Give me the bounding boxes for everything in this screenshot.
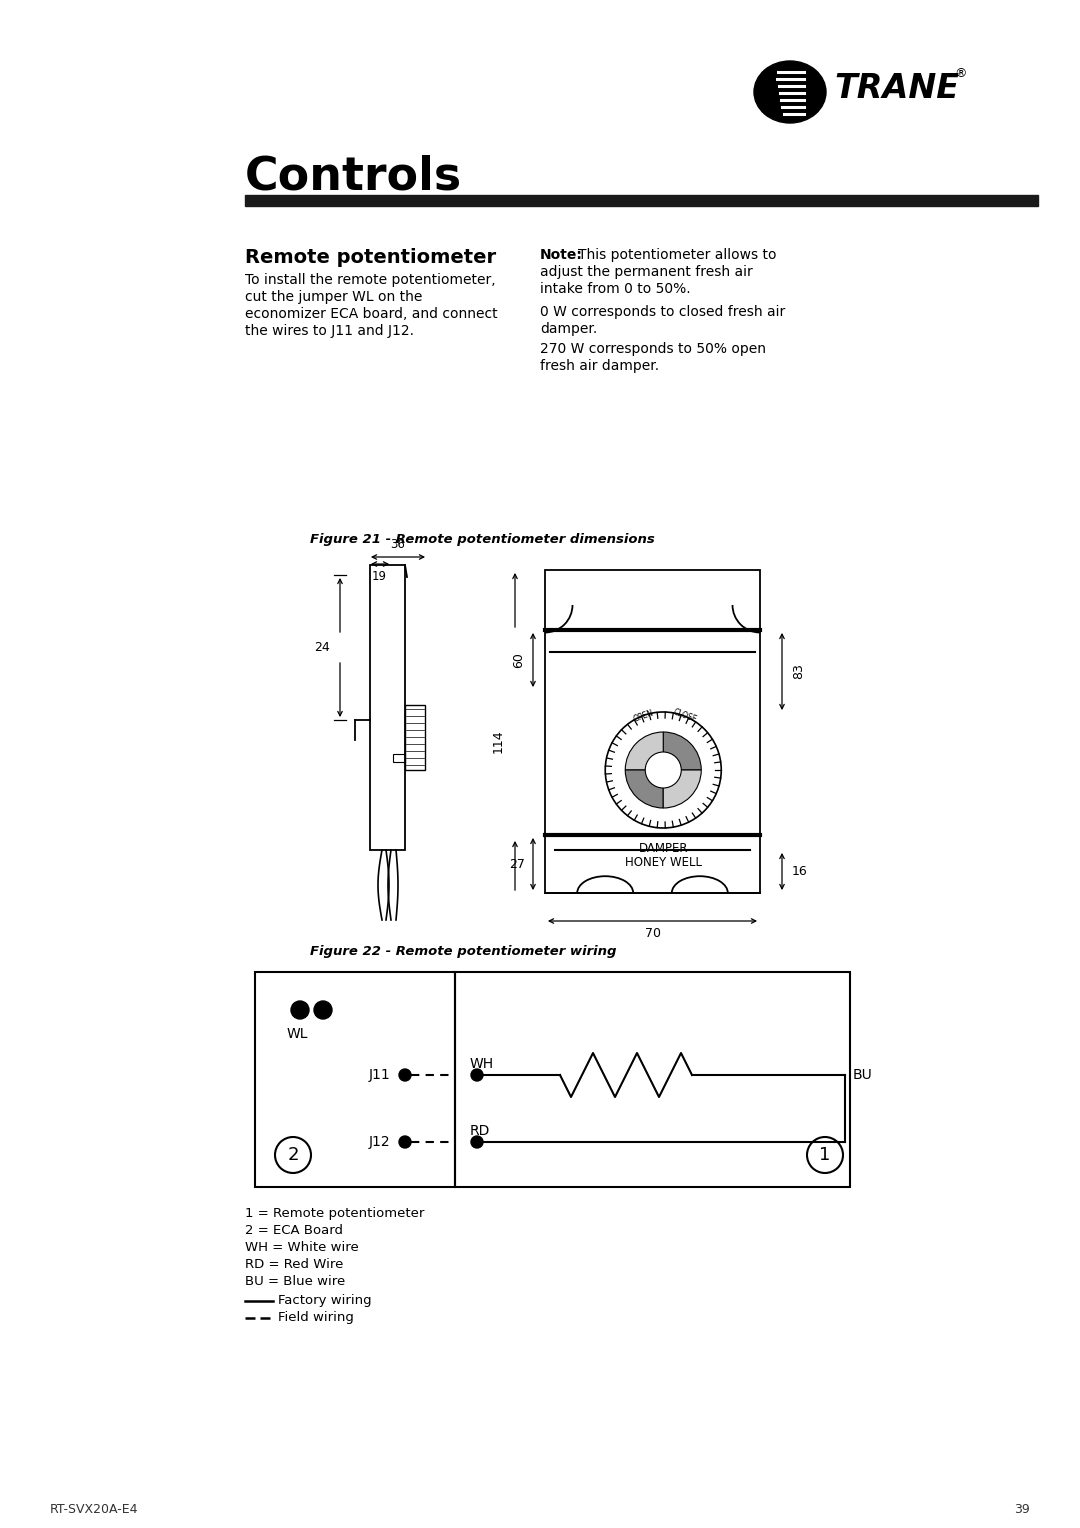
Text: 27: 27 <box>509 857 525 871</box>
Circle shape <box>314 1001 332 1019</box>
Text: RT-SVX20A-E4: RT-SVX20A-E4 <box>50 1504 138 1516</box>
Text: To install the remote potentiometer,: To install the remote potentiometer, <box>245 274 496 287</box>
Text: 270 W corresponds to 50% open: 270 W corresponds to 50% open <box>540 342 766 356</box>
Text: 114: 114 <box>492 730 505 753</box>
Text: DAMPER: DAMPER <box>638 842 688 856</box>
Wedge shape <box>625 732 663 770</box>
Text: cut the jumper WL on the: cut the jumper WL on the <box>245 290 422 304</box>
Ellipse shape <box>754 61 826 122</box>
Text: 24: 24 <box>314 642 330 654</box>
Text: BU = Blue wire: BU = Blue wire <box>245 1274 346 1288</box>
Text: 2: 2 <box>287 1146 299 1164</box>
Text: Figure 21 - Remote potentiometer dimensions: Figure 21 - Remote potentiometer dimensi… <box>310 533 654 545</box>
Circle shape <box>471 1135 483 1148</box>
Text: Figure 22 - Remote potentiometer wiring: Figure 22 - Remote potentiometer wiring <box>310 944 617 958</box>
Bar <box>255 972 455 1187</box>
Text: 1: 1 <box>820 1146 831 1164</box>
Text: OPEN: OPEN <box>632 707 654 724</box>
Text: RD = Red Wire: RD = Red Wire <box>245 1258 343 1271</box>
Text: economizer ECA board, and connect: economizer ECA board, and connect <box>245 307 498 321</box>
Text: fresh air damper.: fresh air damper. <box>540 359 659 373</box>
Text: 2 = ECA Board: 2 = ECA Board <box>245 1224 343 1238</box>
Text: This potentiometer allows to: This potentiometer allows to <box>578 248 777 261</box>
Text: RD: RD <box>470 1125 490 1138</box>
Bar <box>370 565 405 850</box>
Text: WH: WH <box>470 1057 495 1071</box>
Text: Field wiring: Field wiring <box>278 1311 354 1323</box>
Bar <box>455 972 850 1187</box>
Text: Controls: Controls <box>245 154 462 200</box>
Text: adjust the permanent fresh air: adjust the permanent fresh air <box>540 264 753 280</box>
Bar <box>245 196 1038 206</box>
Text: 16: 16 <box>792 865 808 879</box>
Circle shape <box>291 1001 309 1019</box>
Text: 1 = Remote potentiometer: 1 = Remote potentiometer <box>245 1207 424 1219</box>
Text: the wires to J11 and J12.: the wires to J11 and J12. <box>245 324 414 338</box>
Wedge shape <box>625 770 663 808</box>
Text: damper.: damper. <box>540 322 597 336</box>
Circle shape <box>399 1070 411 1080</box>
Text: J12: J12 <box>368 1135 390 1149</box>
Text: 83: 83 <box>792 663 805 680</box>
Text: 60: 60 <box>512 652 525 668</box>
Bar <box>393 753 405 762</box>
Text: 70: 70 <box>645 927 661 940</box>
Circle shape <box>645 752 681 788</box>
Text: HONEY WELL: HONEY WELL <box>624 856 702 869</box>
Text: Note:: Note: <box>540 248 583 261</box>
Text: 36: 36 <box>391 538 405 552</box>
Text: WH = White wire: WH = White wire <box>245 1241 359 1254</box>
Text: 39: 39 <box>1014 1504 1030 1516</box>
Circle shape <box>471 1070 483 1080</box>
Text: ®: ® <box>954 67 967 81</box>
Text: CLOSE: CLOSE <box>672 707 699 724</box>
Text: 19: 19 <box>372 570 387 584</box>
Text: Remote potentiometer: Remote potentiometer <box>245 248 496 267</box>
Circle shape <box>399 1135 411 1148</box>
Wedge shape <box>663 732 701 770</box>
Text: 0 W corresponds to closed fresh air: 0 W corresponds to closed fresh air <box>540 306 785 319</box>
Bar <box>405 704 426 770</box>
Text: J11: J11 <box>368 1068 390 1082</box>
Bar <box>545 570 760 892</box>
Text: intake from 0 to 50%.: intake from 0 to 50%. <box>540 283 690 296</box>
Wedge shape <box>663 770 701 808</box>
Text: BU: BU <box>853 1068 873 1082</box>
Text: Factory wiring: Factory wiring <box>278 1294 372 1306</box>
Text: WL: WL <box>286 1027 308 1041</box>
Text: TRANE: TRANE <box>834 72 959 104</box>
